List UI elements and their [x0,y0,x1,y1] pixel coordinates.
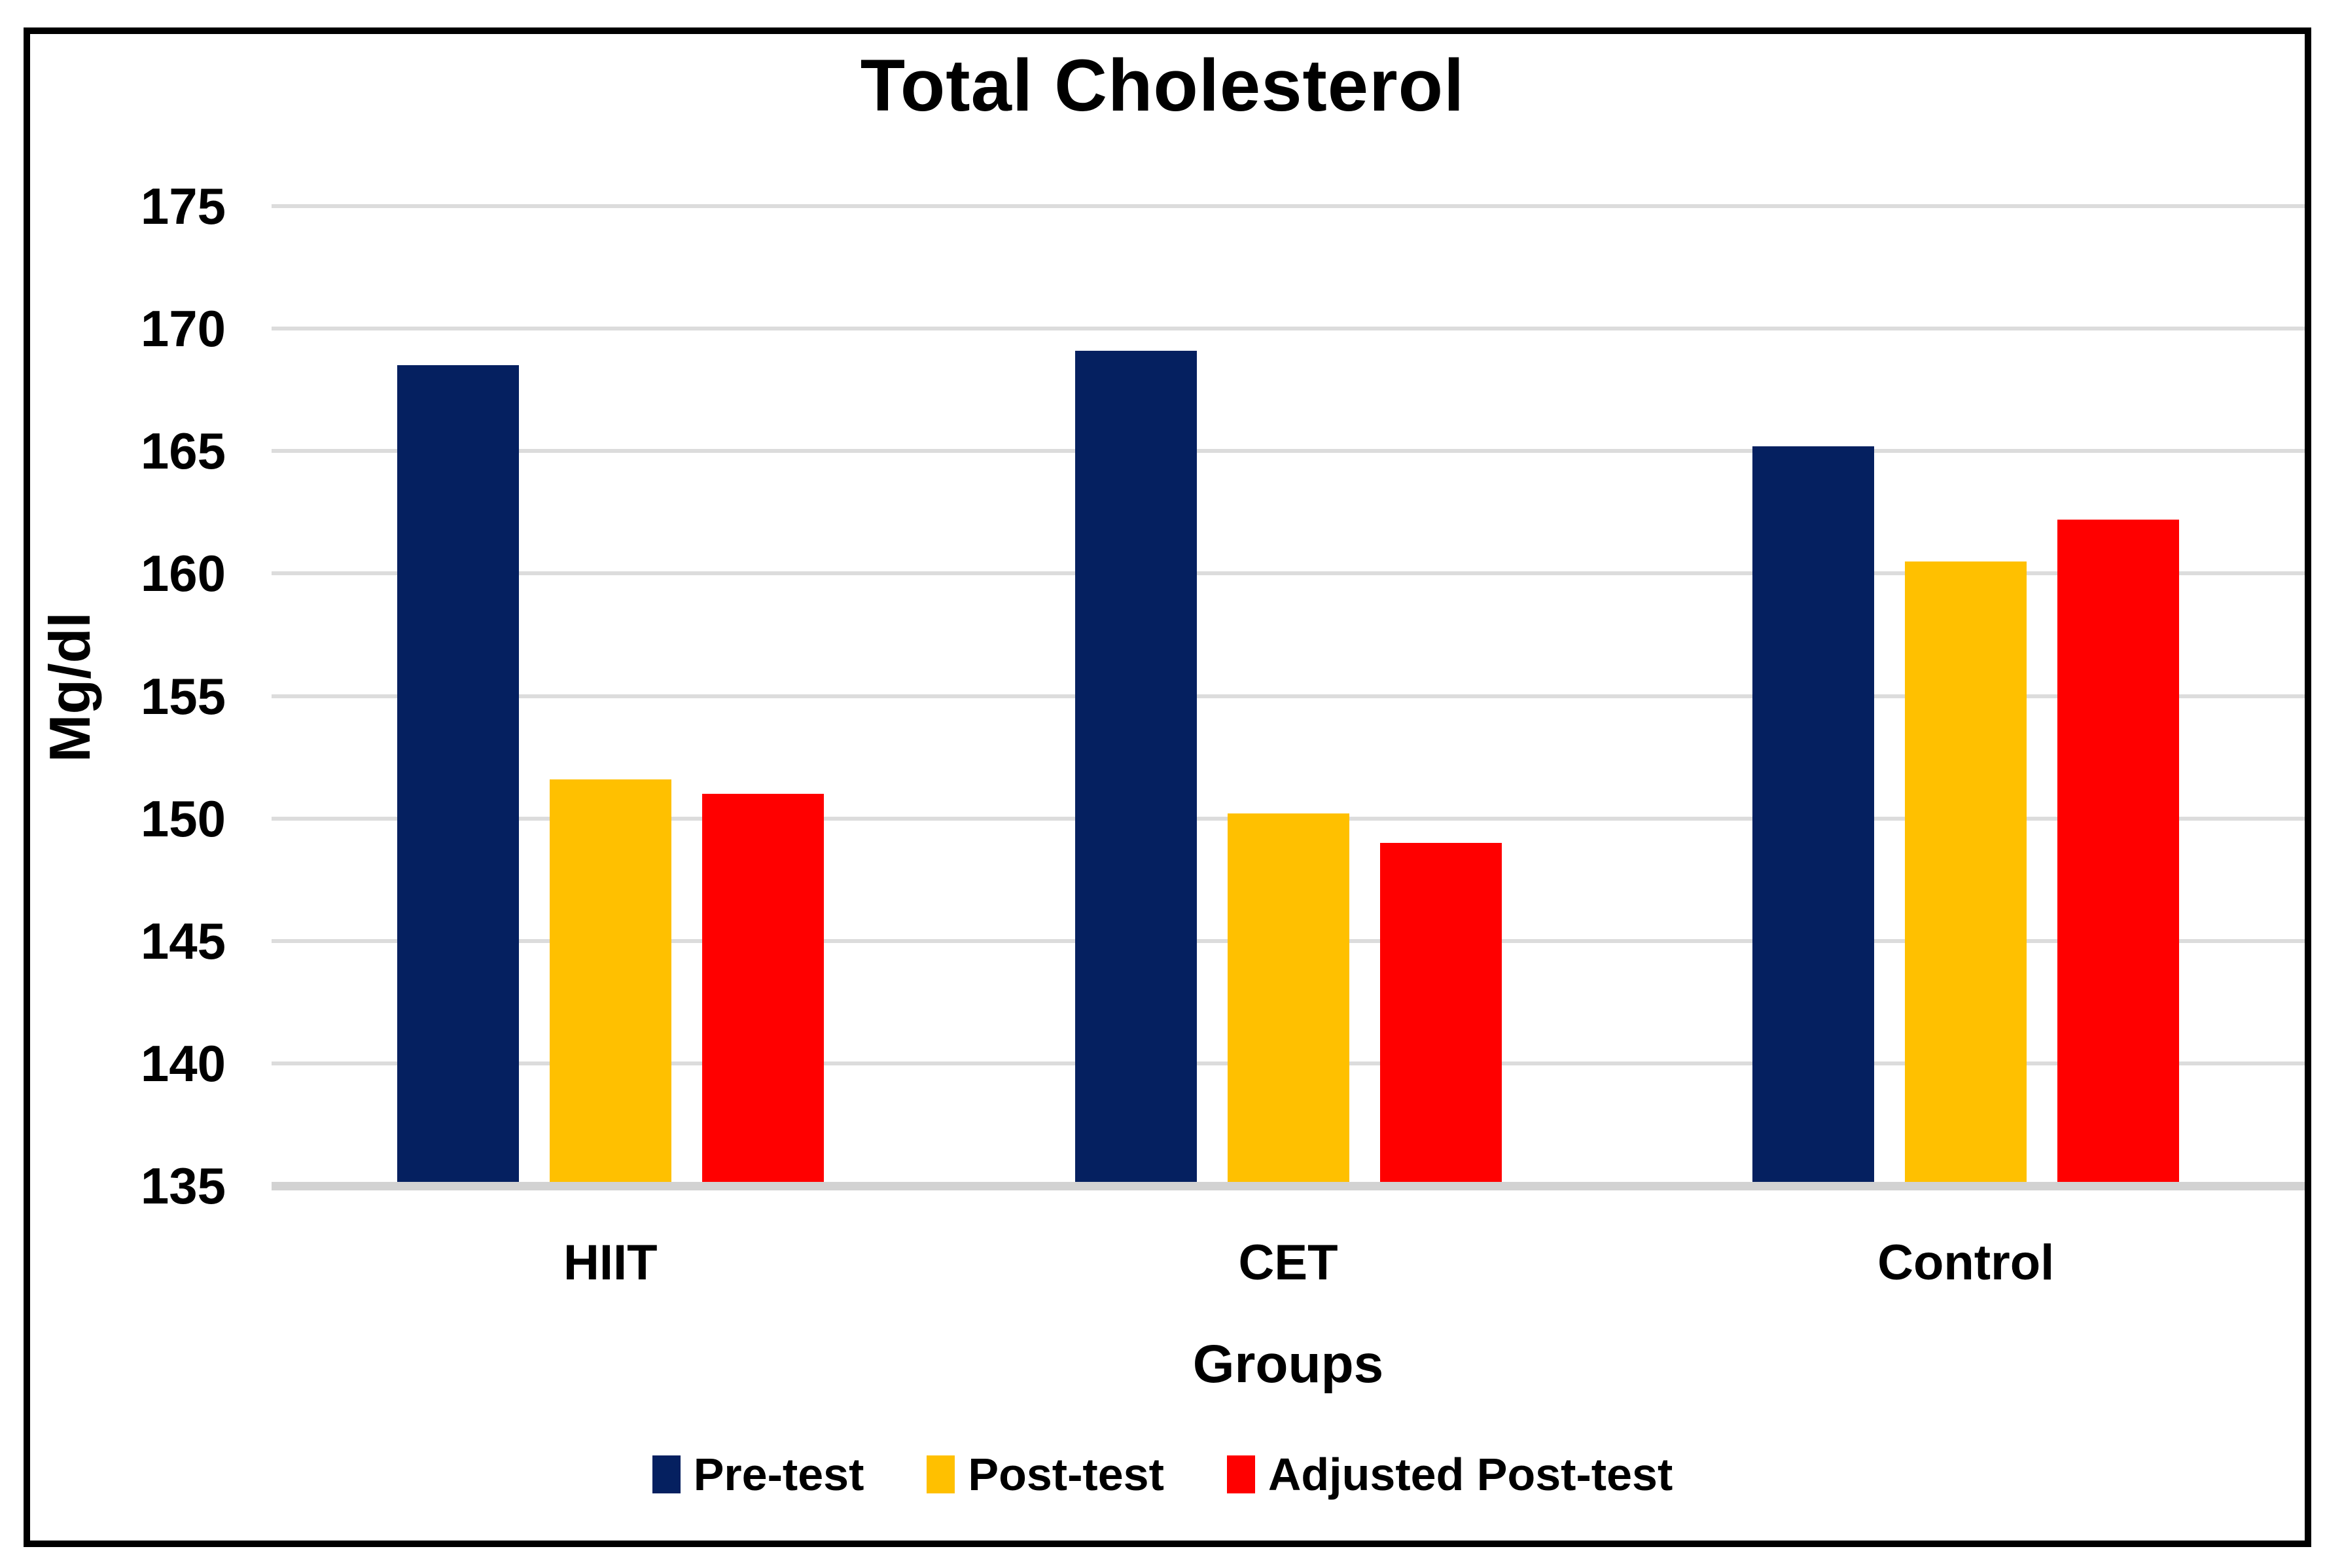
legend-item: Post-test [927,1449,1164,1500]
y-tick-label: 170 [140,300,226,358]
bar-pre-test-control [1752,446,1875,1182]
chart-legend: Pre-test Post-test Adjusted Post-test [0,1452,2325,1497]
bar-post-test-control [1905,561,2027,1182]
y-tick-label: 175 [140,177,226,235]
bar-adjusted-post-test-cet [1379,843,1502,1182]
bar-post-test-cet [1227,813,1349,1182]
legend-label: Post-test [968,1449,1164,1500]
gridline [272,694,2305,698]
legend-swatch-icon [652,1455,681,1493]
bar-adjusted-post-test-control [2057,520,2180,1182]
gridline [272,571,2305,576]
bar-adjusted-post-test-hiit [701,794,824,1182]
y-tick-label: 150 [140,789,226,847]
legend-label: Pre-test [693,1449,864,1500]
chart-title: Total Cholesterol [860,45,1465,126]
x-category-label: HIIT [563,1235,658,1291]
legend-item: Adjusted Post-test [1226,1449,1673,1500]
gridline [272,204,2305,208]
x-category-label: CET [1238,1235,1338,1291]
x-category-label: Control [1877,1235,2055,1291]
bar-pre-test-cet [1074,350,1197,1182]
legend-swatch-icon [927,1455,955,1493]
x-axis-title: Groups [1192,1334,1384,1394]
y-tick-label: 165 [140,422,226,480]
y-tick-label: 140 [140,1034,226,1092]
bar-pre-test-hiit [397,365,519,1182]
legend-label: Adjusted Post-test [1268,1449,1673,1500]
legend-swatch-icon [1226,1455,1255,1493]
gridline [272,327,2305,331]
y-tick-label: 145 [140,912,226,970]
bar-post-test-hiit [549,779,671,1182]
y-tick-label: 155 [140,667,226,725]
baseline-gridline [272,1182,2305,1190]
gridline [272,449,2305,454]
legend-item: Pre-test [652,1452,864,1497]
y-tick-label: 160 [140,544,226,603]
y-tick-label: 135 [140,1157,226,1215]
